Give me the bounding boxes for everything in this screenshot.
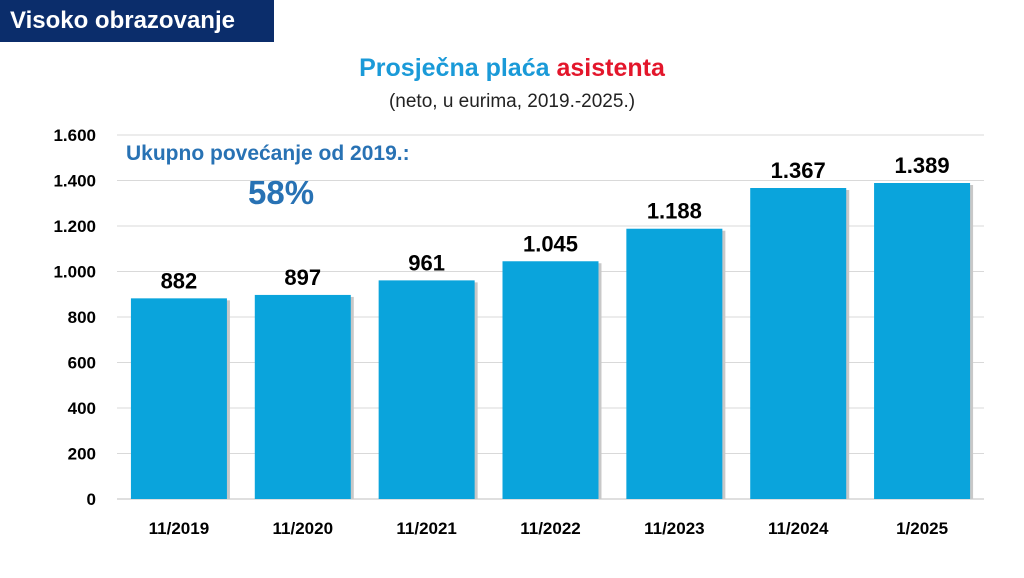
chart-title: Prosječna plaća asistenta [0, 54, 1024, 83]
x-category-label: 11/2019 [149, 519, 210, 538]
bar-value-label: 882 [161, 268, 198, 293]
x-category-label: 1/2025 [896, 519, 948, 538]
bar [874, 183, 971, 499]
y-tick-label: 1.000 [53, 263, 96, 282]
x-category-label: 11/2022 [520, 519, 581, 538]
bar [130, 298, 227, 499]
chart-title-part2: asistenta [556, 54, 665, 82]
x-category-label: 11/2024 [768, 519, 829, 538]
bar-value-label: 897 [284, 265, 321, 290]
bar-value-label: 1.045 [523, 231, 578, 256]
y-tick-label: 1.600 [53, 126, 96, 145]
y-tick-label: 0 [87, 490, 96, 509]
y-tick-label: 200 [68, 445, 96, 464]
x-category-label: 11/2021 [396, 519, 457, 538]
y-tick-label: 800 [68, 308, 96, 327]
bar [254, 294, 351, 499]
y-tick-label: 400 [68, 399, 96, 418]
chart-subtitle: (neto, u eurima, 2019.-2025.) [388, 91, 636, 112]
section-tag: Visoko obrazovanje [0, 0, 274, 42]
bar-value-label: 1.389 [895, 153, 950, 178]
bar-value-label: 1.188 [647, 199, 702, 224]
y-tick-label: 1.400 [53, 172, 96, 191]
y-tick-label: 1.200 [53, 217, 96, 236]
increase-annotation-label: Ukupno povećanje od 2019.: [126, 142, 410, 165]
bar [750, 188, 847, 499]
bar [502, 261, 599, 499]
x-category-label: 11/2023 [644, 519, 705, 538]
bar [626, 228, 723, 500]
increase-annotation-value: 58% [248, 174, 315, 211]
chart-title-part1: Prosječna plaća [359, 54, 550, 82]
bar-value-label: 1.367 [771, 158, 826, 183]
bar-value-label: 961 [408, 250, 445, 275]
x-category-label: 11/2020 [273, 519, 334, 538]
y-tick-label: 600 [68, 354, 96, 373]
bar [378, 280, 475, 499]
